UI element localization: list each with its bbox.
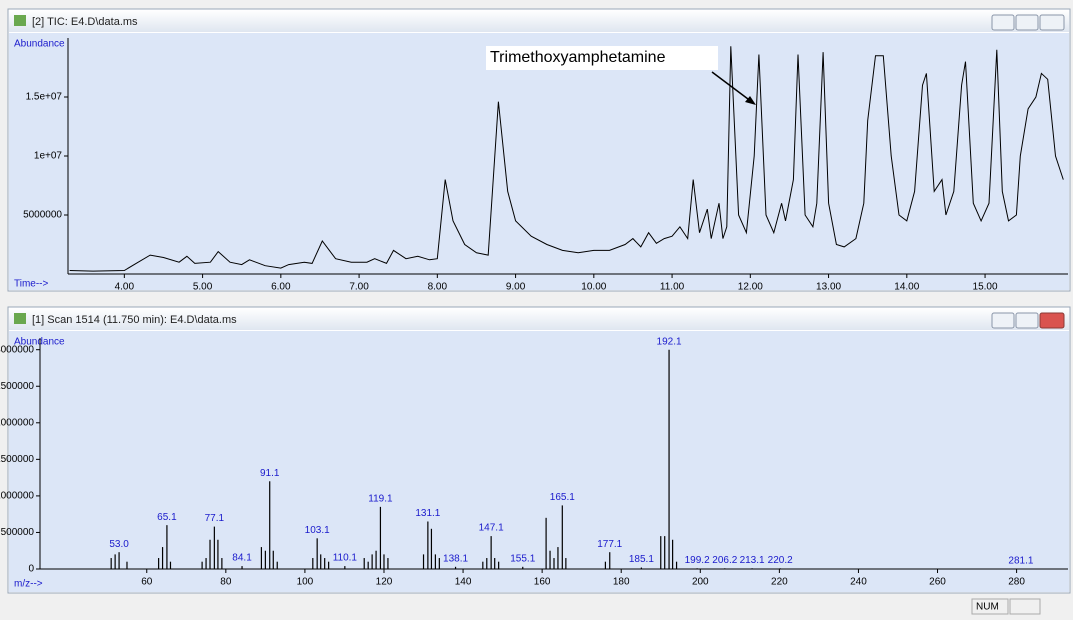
x-tick-label: 12.00 [738, 282, 763, 293]
x-tick-label: 60 [141, 577, 153, 588]
status-bar [0, 595, 1073, 615]
peak-label: 220.2 [768, 555, 793, 566]
y-tick-label: 500000 [1, 527, 35, 538]
window-buttons[interactable] [991, 14, 1065, 31]
peak-label: 103.1 [305, 525, 330, 536]
peak-label: 192.1 [657, 336, 682, 347]
peak-label: 281.1 [1008, 555, 1033, 566]
y-tick-label: 2500000 [0, 381, 34, 392]
annotation-arrow [711, 71, 753, 103]
x-tick-label: 7.00 [349, 282, 369, 293]
x-tick-label: 8.00 [428, 282, 448, 293]
app-icon [14, 15, 26, 26]
y-tick-label: 1500000 [0, 454, 34, 465]
arrow-head [745, 96, 756, 105]
x-axis-label: Time--> [14, 279, 49, 290]
x-tick-label: 260 [929, 577, 946, 588]
peak-label: 199.2 [685, 555, 710, 566]
x-tick-label: 4.00 [115, 282, 135, 293]
peak-label: 53.0 [109, 539, 129, 550]
y-tick-label: 1000000 [0, 491, 34, 502]
peak-label: 206.2 [712, 555, 737, 566]
y-tick-label: 5000000 [23, 210, 62, 221]
peak-label: 177.1 [597, 539, 622, 550]
x-axis-label: m/z--> [14, 579, 43, 590]
x-tick-label: 160 [534, 577, 551, 588]
peak-label: 84.1 [232, 553, 252, 564]
plot-background [9, 33, 1069, 290]
x-tick-label: 180 [613, 577, 630, 588]
peak-label: 77.1 [205, 513, 225, 524]
x-tick-label: 200 [692, 577, 709, 588]
peak-label: 185.1 [629, 554, 654, 565]
status-cell [971, 598, 1009, 615]
status-indicator: NUM [976, 602, 999, 613]
window-title: [1] Scan 1514 (11.750 min): E4.D\data.ms [32, 314, 237, 326]
peak-label: 155.1 [510, 553, 535, 564]
x-tick-label: 280 [1008, 577, 1025, 588]
annotation-box [486, 46, 718, 70]
app-icon [14, 313, 26, 324]
tic-trace [69, 46, 1064, 272]
peak-label: 131.1 [415, 508, 440, 519]
y-tick-label: 2000000 [0, 417, 34, 428]
x-tick-label: 11.00 [660, 282, 685, 293]
peak-label: 213.1 [740, 555, 765, 566]
y-axis-label: Abundance [14, 39, 65, 50]
x-tick-label: 240 [850, 577, 867, 588]
x-tick-label: 9.00 [506, 282, 526, 293]
peak-label: 119.1 [368, 494, 393, 505]
annotation: Trimethoxyamphetamine [490, 49, 666, 66]
y-tick-label: 1e+07 [34, 151, 63, 162]
status-cell [1009, 598, 1041, 615]
peak-label: 147.1 [479, 523, 504, 534]
x-tick-label: 15.00 [973, 282, 998, 293]
title-bar [9, 10, 1069, 32]
peak-label: 91.1 [260, 468, 280, 479]
y-tick-label: 0 [28, 564, 34, 575]
peak-label: 110.1 [333, 553, 358, 564]
x-tick-label: 100 [297, 577, 314, 588]
title-bar [9, 308, 1069, 330]
peak-label: 165.1 [550, 492, 575, 503]
x-tick-label: 14.00 [894, 282, 919, 293]
x-tick-label: 13.00 [816, 282, 841, 293]
x-tick-label: 10.00 [581, 282, 606, 293]
x-tick-label: 5.00 [193, 282, 213, 293]
x-tick-label: 220 [771, 577, 788, 588]
peak-label: 65.1 [157, 512, 177, 523]
x-tick-label: 120 [376, 577, 393, 588]
peak-label: 138.1 [443, 553, 468, 564]
plot-background [9, 331, 1069, 592]
window-title: [2] TIC: E4.D\data.ms [32, 16, 138, 28]
x-tick-label: 80 [220, 577, 232, 588]
y-tick-label: 3000000 [0, 344, 34, 355]
window-buttons[interactable] [991, 312, 1065, 329]
x-tick-label: 6.00 [271, 282, 291, 293]
y-tick-label: 1.5e+07 [26, 92, 63, 103]
x-tick-label: 140 [455, 577, 472, 588]
